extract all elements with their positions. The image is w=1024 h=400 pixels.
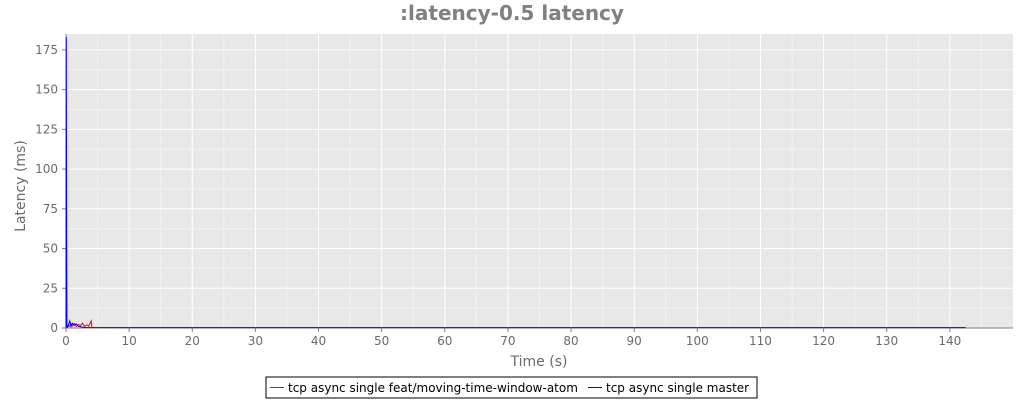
x-tick-label: 0 xyxy=(62,334,70,348)
y-tick-label: 50 xyxy=(43,242,58,256)
x-tick-label: 130 xyxy=(875,334,898,348)
y-tick-label: 175 xyxy=(35,43,58,57)
y-tick-label: 150 xyxy=(35,83,58,97)
series-lines xyxy=(65,37,966,329)
series-line-0 xyxy=(65,319,93,329)
x-tick-label: 60 xyxy=(437,334,452,348)
y-tick-label: 100 xyxy=(35,162,58,176)
grid xyxy=(65,34,1013,329)
y-tick-label: 0 xyxy=(50,321,58,335)
y-tick-label: 125 xyxy=(35,122,58,136)
chart-title: :latency-0.5 latency xyxy=(400,1,624,25)
x-tick-label: 40 xyxy=(311,334,326,348)
x-tick-label: 30 xyxy=(248,334,263,348)
x-tick-label: 70 xyxy=(500,334,515,348)
tick-labels: 0 10 20 30 40 50 60 70 80 90 100 110 120 130 140 0 25 50 7… xyxy=(35,43,961,348)
legend-label-master: tcp async single master xyxy=(606,381,749,395)
legend-label-feat: tcp async single feat/moving-time-window… xyxy=(288,381,578,395)
x-tick-label: 10 xyxy=(121,334,136,348)
x-tick-label: 20 xyxy=(185,334,200,348)
x-axis-label: Time (s) xyxy=(510,354,568,370)
y-tick-label: 25 xyxy=(43,281,58,295)
x-tick-label: 90 xyxy=(627,334,642,348)
legend-box xyxy=(265,376,758,399)
y-axis-label: Latency (ms) xyxy=(13,140,29,232)
x-tick-label: 50 xyxy=(374,334,389,348)
series-line-1 xyxy=(65,37,966,329)
x-tick-label: 110 xyxy=(749,334,772,348)
x-tick-label: 120 xyxy=(812,334,835,348)
legend: tcp async single feat/moving-time-window… xyxy=(265,376,758,399)
y-tick-label: 75 xyxy=(43,202,58,216)
x-tick-label: 140 xyxy=(938,334,961,348)
x-tick-label: 80 xyxy=(563,334,578,348)
x-tick-label: 100 xyxy=(686,334,709,348)
